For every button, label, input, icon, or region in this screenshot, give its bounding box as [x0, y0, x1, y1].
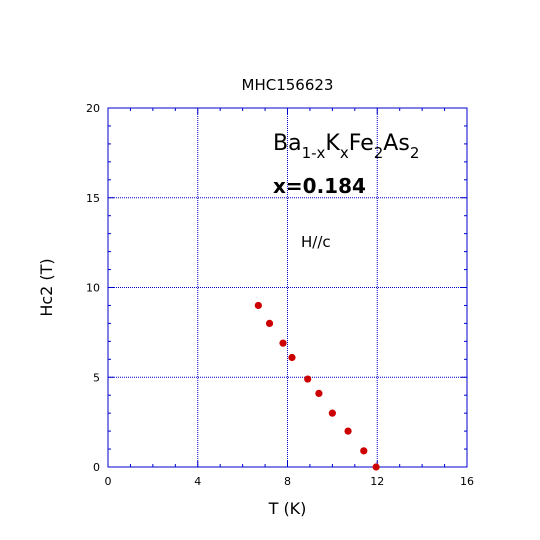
formula-annotation: Ba1-xKxFe2As2 — [273, 131, 419, 162]
formula-text: K — [325, 131, 340, 156]
x-tick-label: 12 — [370, 475, 384, 488]
y-axis-label: Hc2 (T) — [37, 258, 56, 316]
x-tick-label: 8 — [284, 475, 291, 488]
x-tick-labels: 0 4 8 12 16 — [105, 475, 475, 488]
chart-title: MHC156623 — [242, 76, 334, 94]
data-point — [372, 463, 380, 471]
x-tick-label: 0 — [105, 475, 112, 488]
data-point — [304, 375, 312, 383]
data-point — [360, 447, 368, 455]
data-point — [315, 389, 323, 398]
composition-annotation: x=0.184 — [273, 174, 366, 198]
x-tick-label: 16 — [460, 475, 474, 488]
x-axis-label: T (K) — [268, 499, 307, 518]
minor-ticks — [107, 107, 468, 468]
formula-subscript: 2 — [410, 144, 420, 162]
y-tick-label: 20 — [86, 102, 100, 115]
y-tick-label: 5 — [93, 371, 100, 384]
formula-subscript: x — [340, 144, 349, 162]
field-direction-annotation: H//c — [301, 233, 331, 251]
formula-text: Fe — [349, 131, 374, 156]
formula-subscript: 1-x — [302, 144, 326, 162]
y-tick-label: 15 — [86, 192, 100, 205]
formula-subscript: 2 — [374, 144, 384, 162]
formula-text: Ba — [273, 131, 302, 156]
x-tick-label: 4 — [194, 475, 201, 488]
data-point — [254, 301, 262, 310]
y-tick-labels: 0 5 10 15 20 — [86, 102, 100, 474]
data-points — [254, 301, 380, 471]
data-point — [279, 339, 287, 347]
data-point — [265, 319, 274, 327]
y-tick-label: 10 — [86, 282, 100, 295]
formula-text: As — [383, 131, 410, 156]
data-point — [288, 353, 296, 362]
y-tick-label: 0 — [93, 461, 100, 474]
data-point — [344, 427, 352, 435]
data-point — [328, 409, 336, 417]
